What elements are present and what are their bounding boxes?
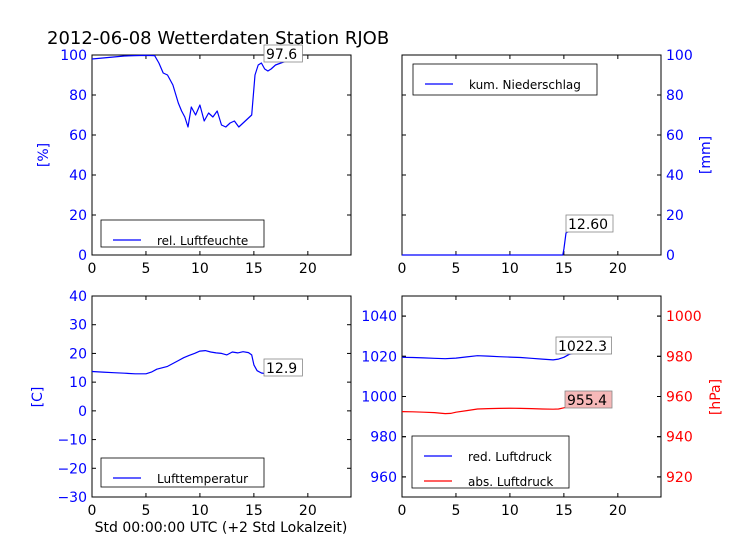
x-tick-label: 15 bbox=[245, 503, 263, 519]
y-axis-label: [mm] bbox=[698, 136, 714, 174]
y-tick-label: 920 bbox=[666, 470, 693, 486]
y-axis-label-right: [hPa] bbox=[708, 379, 724, 415]
y-tick-label: 40 bbox=[69, 168, 87, 184]
last-value-label: 12.60 bbox=[568, 217, 608, 233]
legend-label: rel. Luftfeuchte bbox=[157, 234, 248, 248]
x-tick-label: 20 bbox=[609, 503, 627, 519]
y-tick-label: 100 bbox=[60, 48, 87, 64]
panel-temperature: 0 5 10 15 20 −30 −20 −10 0 10 20 30 40 [C] 12.9 Lufttem… bbox=[30, 289, 352, 519]
y-tick-label: 30 bbox=[69, 318, 87, 334]
last-value-label-box bbox=[565, 214, 614, 233]
x-tick-label: 10 bbox=[191, 503, 209, 519]
legend-box bbox=[100, 219, 265, 248]
panel-precipitation: 0 5 10 15 20 0 20 40 60 80 100 [mm] 12.60 kum. Nieder… bbox=[398, 48, 714, 277]
axes-frame bbox=[91, 295, 352, 498]
axes-frame bbox=[91, 54, 352, 256]
last-value-label: 12.9 bbox=[266, 361, 297, 377]
last-value-label-reduced: 1022.3 bbox=[558, 339, 607, 355]
y-tick-label: 0 bbox=[78, 404, 87, 420]
y-tick-label: 960 bbox=[370, 470, 397, 486]
x-tick-label: 20 bbox=[609, 261, 627, 277]
last-value-label-absolute-box bbox=[564, 390, 613, 409]
y-tick-label: 40 bbox=[69, 289, 87, 305]
y-tick-label: 1020 bbox=[361, 349, 397, 365]
y-tick-label: 0 bbox=[78, 248, 87, 264]
precipitation-line bbox=[402, 229, 611, 256]
figure-title: 2012-06-08 Wetterdaten Station RJOB bbox=[47, 28, 389, 49]
x-tick-label: 10 bbox=[191, 261, 209, 277]
y-tick-label: −20 bbox=[57, 461, 87, 477]
y-tick-label: 980 bbox=[666, 349, 693, 365]
last-value-label-box bbox=[263, 44, 303, 63]
y-tick-label: 1000 bbox=[361, 390, 397, 406]
x-tick-label: 0 bbox=[398, 261, 407, 277]
y-tick-label: 960 bbox=[666, 390, 693, 406]
y-tick-label: 80 bbox=[666, 88, 684, 104]
last-value-label: 97.6 bbox=[266, 47, 297, 63]
y-tick-label: 1000 bbox=[666, 309, 702, 325]
x-tick-label: 10 bbox=[501, 261, 519, 277]
y-tick-label: 60 bbox=[69, 128, 87, 144]
legend-label: red. Luftdruck bbox=[468, 450, 552, 464]
x-tick-label: 5 bbox=[141, 261, 150, 277]
x-tick-label: 0 bbox=[398, 503, 407, 519]
y-tick-label: 1040 bbox=[361, 309, 397, 325]
panel-humidity: 0 5 10 15 20 0 20 40 60 80 100 [%] 97.6 rel. Luftfeuc… bbox=[36, 44, 352, 277]
legend-box bbox=[100, 457, 265, 488]
y-tick-label: −30 bbox=[57, 490, 87, 506]
humidity-line bbox=[91, 54, 301, 128]
y-tick-label: 20 bbox=[69, 208, 87, 224]
x-tick-label: 10 bbox=[501, 503, 519, 519]
y-tick-label: 100 bbox=[666, 48, 693, 64]
x-tick-label: 5 bbox=[451, 261, 460, 277]
x-tick-label: 15 bbox=[245, 261, 263, 277]
legend-label: Lufttemperatur bbox=[157, 472, 248, 486]
x-tick-label: 0 bbox=[88, 503, 97, 519]
x-axis-label: Std 00:00:00 UTC (+2 Std Lokalzeit) bbox=[95, 520, 348, 536]
last-value-label-reduced-box bbox=[555, 336, 612, 355]
legend-label: abs. Luftdruck bbox=[468, 475, 553, 489]
y-tick-label: 980 bbox=[370, 430, 397, 446]
y-tick-label: −10 bbox=[57, 433, 87, 449]
legend-label: kum. Niederschlag bbox=[469, 78, 581, 92]
x-tick-label: 0 bbox=[88, 261, 97, 277]
x-tick-label: 15 bbox=[555, 261, 573, 277]
y-tick-label: 940 bbox=[666, 430, 693, 446]
y-tick-label: 20 bbox=[69, 346, 87, 362]
last-value-label-absolute: 955.4 bbox=[567, 393, 607, 409]
x-tick-label: 15 bbox=[555, 503, 573, 519]
temperature-line bbox=[91, 350, 301, 375]
y-tick-label: 10 bbox=[69, 375, 87, 391]
legend-box bbox=[412, 63, 598, 96]
x-tick-label: 20 bbox=[299, 503, 317, 519]
x-tick-label: 5 bbox=[451, 503, 460, 519]
y-axis-label: [%] bbox=[36, 143, 52, 167]
panel-pressure: 0 5 10 15 20 960 980 1000 1020 1040 920 940 960 980 10… bbox=[361, 295, 724, 519]
last-value-label-box bbox=[263, 358, 303, 377]
y-tick-label: 40 bbox=[666, 168, 684, 184]
y-tick-label: 0 bbox=[666, 248, 675, 264]
legend-box bbox=[411, 435, 570, 489]
x-tick-label: 5 bbox=[141, 503, 150, 519]
y-tick-label: 20 bbox=[666, 208, 684, 224]
y-tick-label: 60 bbox=[666, 128, 684, 144]
x-tick-label: 20 bbox=[299, 261, 317, 277]
y-axis-label: [C] bbox=[30, 387, 46, 408]
y-tick-label: 80 bbox=[69, 88, 87, 104]
